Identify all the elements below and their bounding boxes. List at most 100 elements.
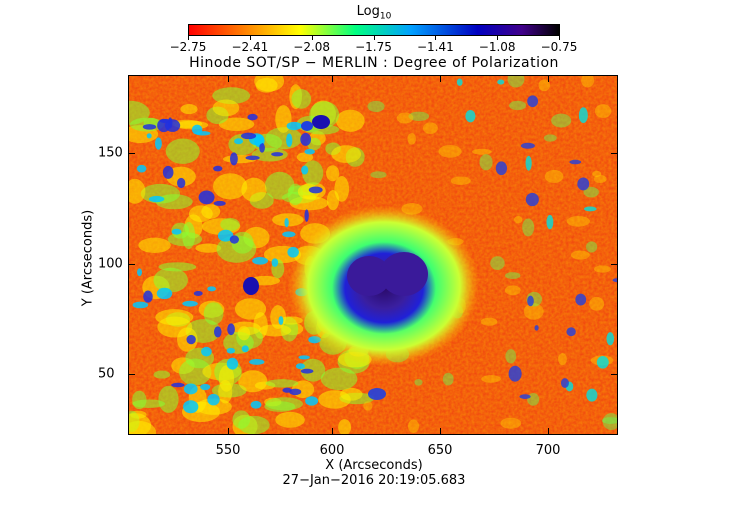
plage-patch: [226, 357, 239, 370]
network-patch: [594, 104, 612, 118]
y-tickmark-right: [611, 153, 618, 154]
plage-patch: [527, 95, 539, 108]
network-patch: [166, 166, 196, 187]
y-tickmark-right: [611, 374, 618, 375]
network-patch: [481, 375, 501, 383]
plage-patch: [289, 388, 302, 396]
network-patch: [265, 379, 299, 388]
y-tick-label: 100: [98, 256, 123, 272]
network-patch: [129, 413, 152, 434]
plage-patch: [137, 268, 143, 277]
network-patch: [527, 392, 540, 406]
network-patch: [479, 154, 493, 171]
network-patch: [296, 152, 314, 163]
network-patch: [370, 171, 387, 179]
network-patch: [396, 112, 414, 124]
plage-patch: [252, 257, 269, 265]
network-patch: [367, 100, 385, 113]
network-patch: [218, 365, 235, 392]
plage-patch: [217, 229, 234, 242]
network-patch: [363, 401, 373, 411]
network-patch: [338, 419, 352, 434]
x-tick-label: 700: [535, 443, 561, 458]
plage-patch: [259, 142, 265, 153]
network-patch: [179, 358, 212, 386]
plage-patch: [171, 228, 182, 235]
plage-patch: [298, 355, 310, 360]
plage-patch: [227, 323, 235, 336]
x-tick-label: 550: [215, 443, 241, 458]
network-patch: [153, 370, 171, 379]
pore: [243, 277, 259, 295]
colorbar-tick-label: −1.08: [478, 40, 516, 54]
network-patch: [509, 100, 527, 111]
plage-patch: [305, 396, 319, 406]
network-patch: [216, 235, 257, 263]
network-patch: [255, 77, 278, 93]
plage-patch: [171, 382, 185, 388]
plage-patch: [520, 142, 535, 149]
sunspot-core-left: [347, 256, 391, 296]
plage-patch: [495, 161, 508, 176]
plage-patch: [177, 177, 186, 189]
network-patch: [165, 138, 200, 164]
plage-patch: [247, 113, 258, 121]
plage-patch: [183, 400, 199, 414]
plage-patch: [300, 132, 312, 146]
plage-patch: [230, 152, 238, 166]
colorbar-tick-label: −2.75: [169, 40, 207, 54]
colorbar-tick: [188, 36, 189, 40]
plage-patch: [546, 214, 554, 230]
plage-patch: [143, 290, 153, 303]
plage-patch: [213, 200, 226, 206]
network-patch: [581, 76, 595, 88]
network-patch: [586, 241, 598, 253]
network-patch: [570, 250, 590, 260]
plage-patch: [229, 235, 240, 244]
plage-patch: [295, 363, 306, 370]
plage-patch: [271, 258, 279, 267]
colorbar-title: Log10: [356, 4, 392, 22]
network-patch: [234, 298, 267, 320]
plage-patch: [578, 107, 588, 124]
network-patch: [158, 385, 179, 413]
plage-patch: [308, 186, 323, 194]
plage-patch: [226, 347, 236, 354]
y-axis-label: Y (Arcseconds): [80, 209, 96, 307]
plage-patch: [287, 246, 299, 258]
network-patch: [407, 133, 417, 145]
x-tickmark-top: [332, 75, 333, 82]
network-patch: [471, 148, 492, 155]
plage-patch: [465, 109, 476, 123]
network-patch: [157, 316, 193, 338]
x-tickmark-top: [228, 75, 229, 82]
plage-patch: [300, 368, 314, 374]
x-tickmark-top: [548, 75, 549, 82]
network-patch: [212, 99, 240, 117]
network-patch: [566, 215, 590, 227]
network-patch: [593, 175, 607, 183]
plage-patch: [596, 355, 609, 369]
network-patch: [291, 89, 312, 109]
network-patch: [490, 256, 505, 270]
colorbar-tick: [435, 36, 437, 40]
plage-patch: [284, 218, 289, 228]
plage-patch: [207, 393, 220, 406]
network-patch: [218, 117, 255, 132]
network-patch: [505, 349, 517, 364]
y-tickmark-left: [128, 153, 135, 154]
plage-patch: [195, 131, 211, 136]
network-patch: [300, 358, 326, 382]
network-patch: [538, 79, 551, 92]
plage-patch: [586, 388, 598, 402]
colorbar-tick-label: −0.75: [540, 40, 578, 54]
pore: [312, 115, 330, 129]
network-patch: [326, 165, 340, 182]
plage-patch: [304, 209, 309, 222]
colorbar-tick-label: −2.41: [231, 40, 269, 54]
y-tick-label: 50: [98, 366, 115, 382]
x-tickmark-bottom: [332, 428, 333, 435]
network-patch: [188, 205, 213, 222]
network-patch: [237, 326, 251, 341]
plage-patch: [186, 334, 196, 345]
